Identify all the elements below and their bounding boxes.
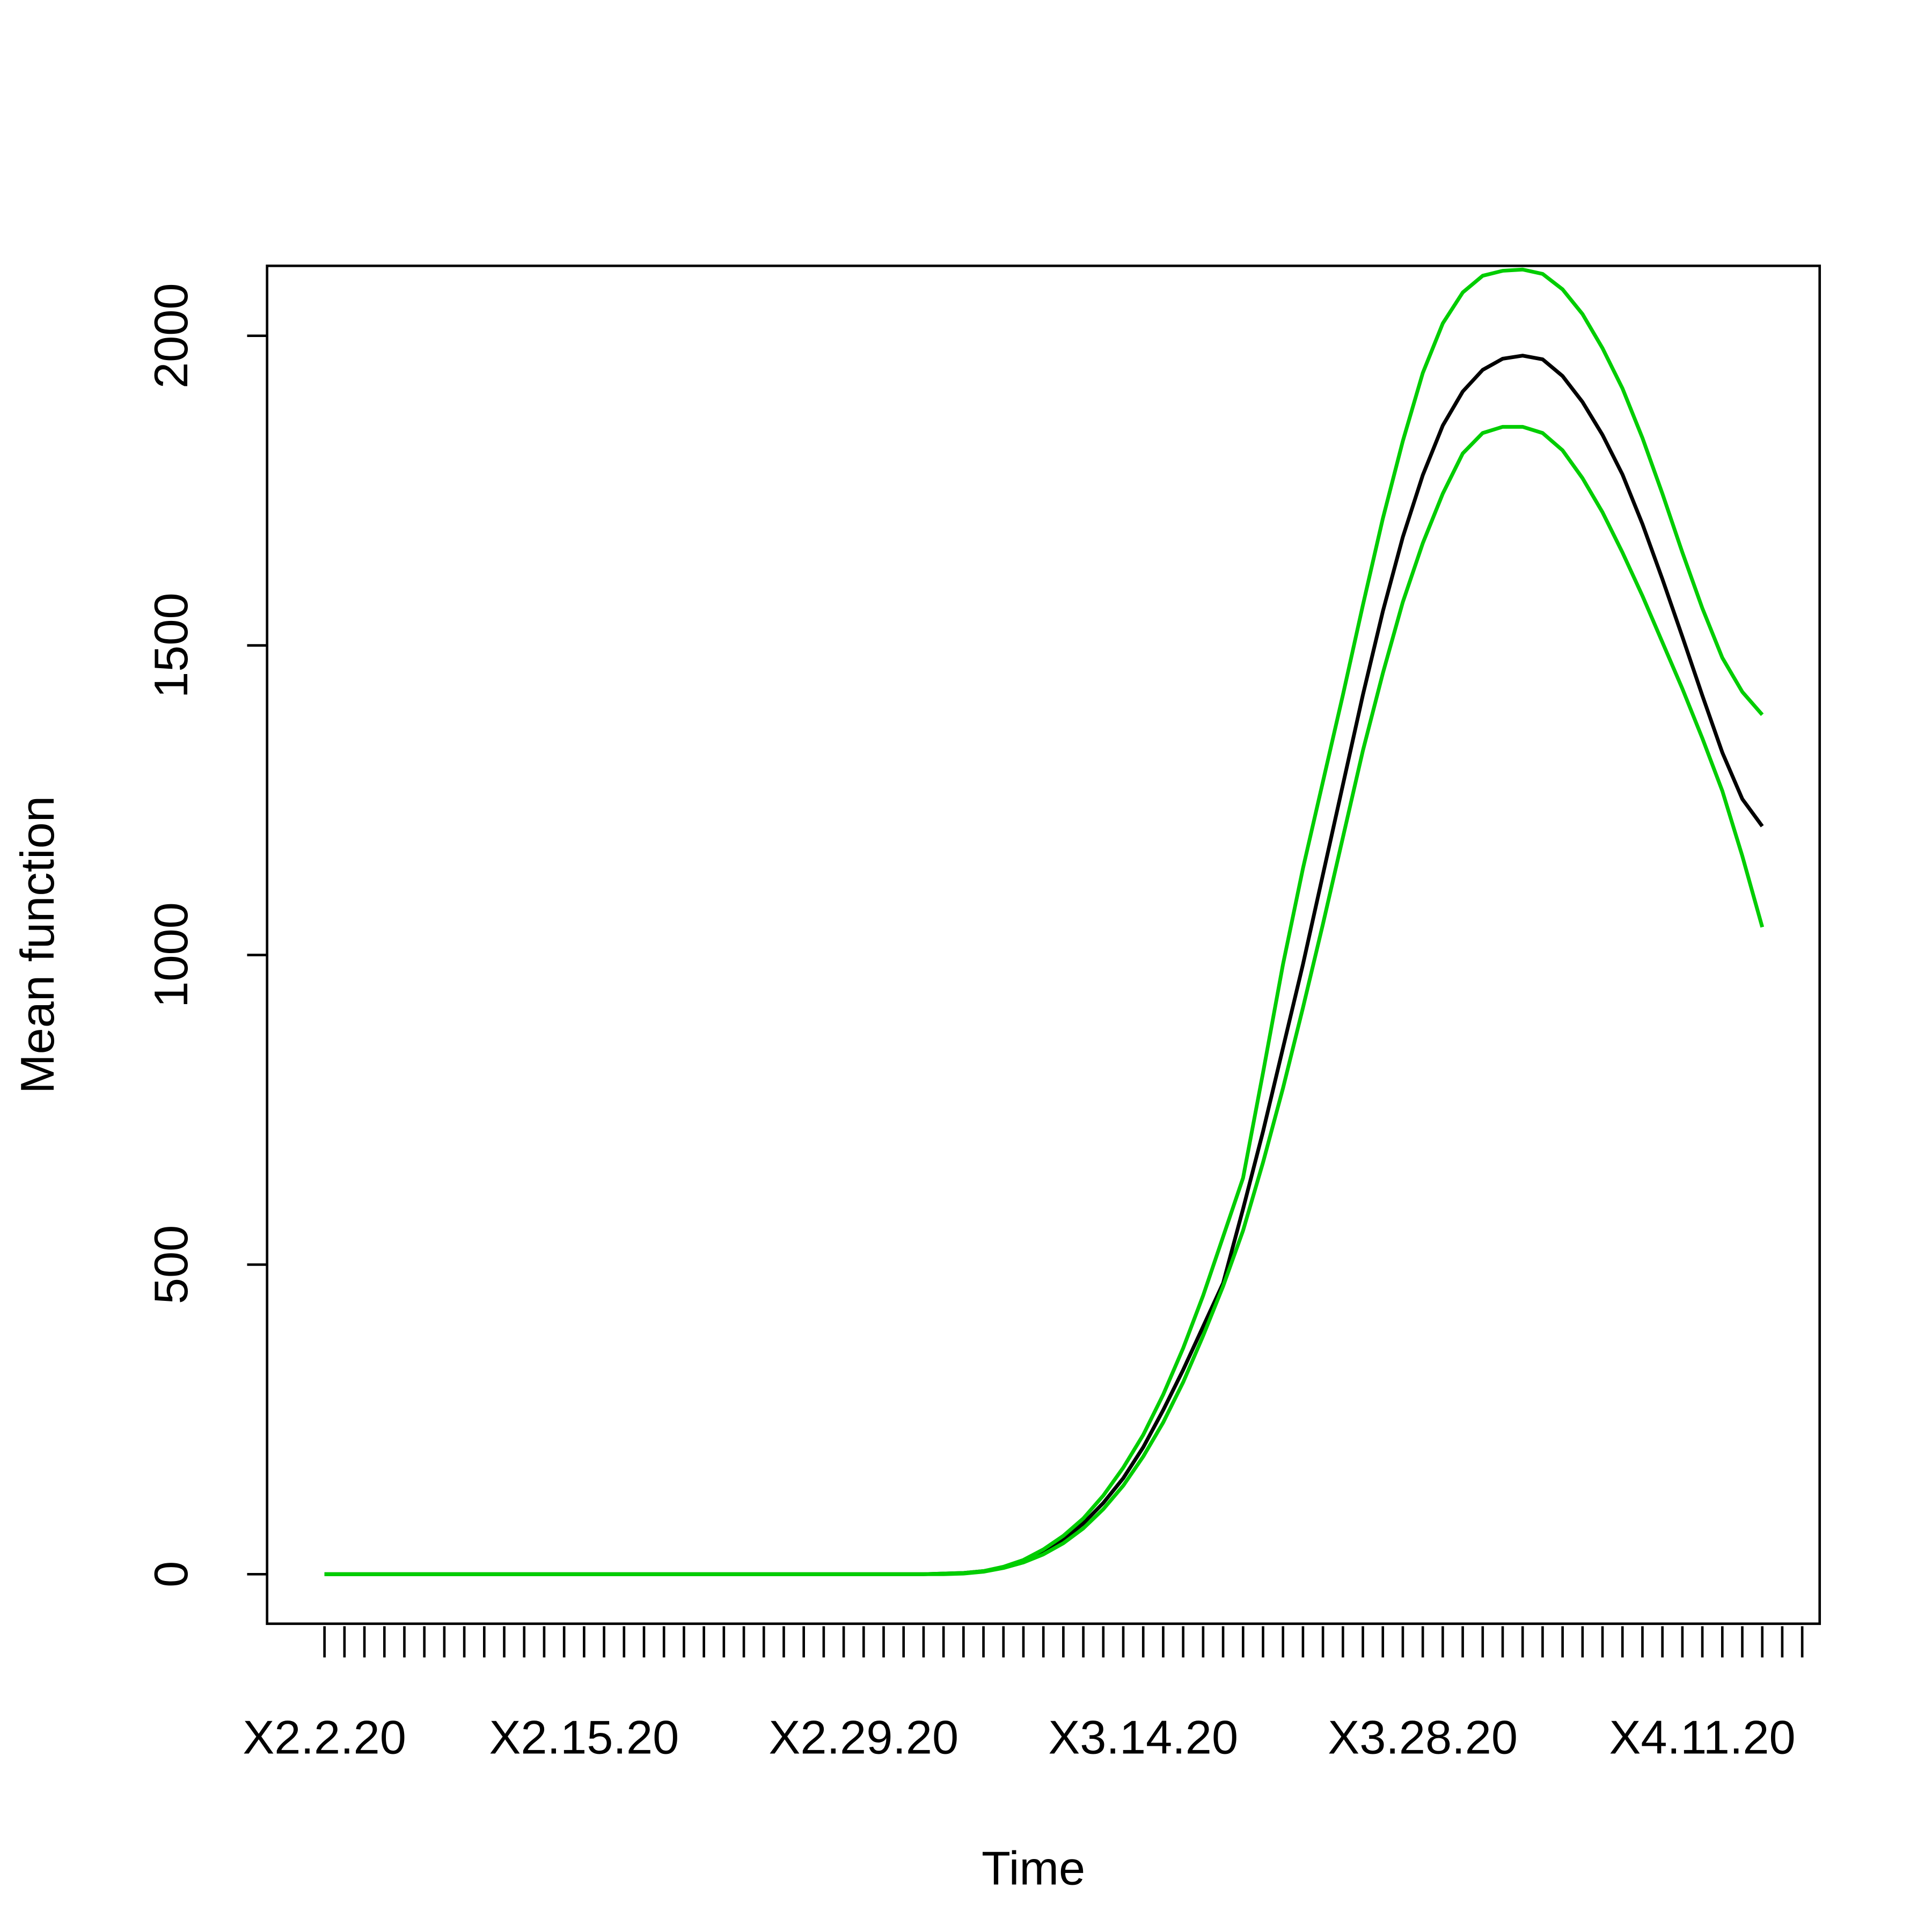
x-tick-label: X3.28.20 [1328,1711,1518,1764]
series-line [324,267,1764,1576]
y-axis-title: Mean function [11,796,64,1094]
y-tick-label: 1000 [144,902,197,1008]
y-tick-label: 0 [144,1561,197,1587]
x-tick-label: X2.15.20 [489,1711,679,1764]
series-line [324,425,1765,1576]
x-tick-label: X4.11.20 [1609,1711,1795,1764]
x-axis-title: Time [982,1842,1085,1895]
plot-frame [266,265,1821,1625]
series-line [324,354,1764,1576]
x-tick-label: X2.29.20 [769,1711,958,1764]
y-tick-label: 2000 [144,283,197,389]
y-tick-label: 500 [144,1225,197,1304]
y-tick-label: 1500 [144,592,197,698]
x-tick-label: X2.2.20 [243,1711,406,1764]
x-tick-label: X3.14.20 [1048,1711,1238,1764]
